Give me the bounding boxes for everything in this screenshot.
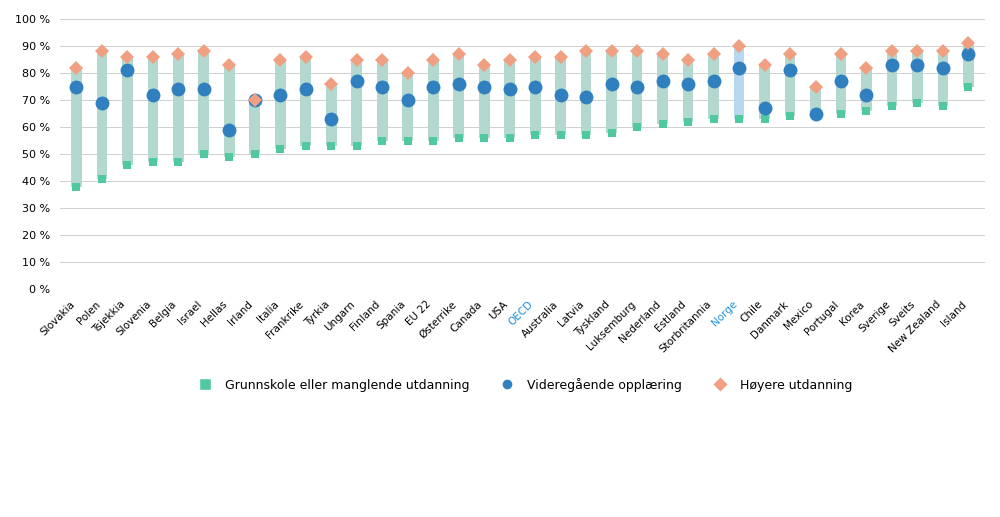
Bar: [810, 86, 821, 114]
Bar: [148, 57, 158, 162]
Bar: [453, 54, 464, 138]
Bar: [351, 59, 362, 146]
Bar: [708, 54, 719, 119]
Bar: [71, 68, 82, 187]
Bar: [683, 59, 693, 121]
Bar: [198, 52, 209, 154]
Bar: [657, 54, 668, 125]
Bar: [861, 68, 872, 111]
Bar: [530, 57, 541, 135]
Bar: [249, 100, 260, 154]
Bar: [402, 73, 413, 141]
Bar: [97, 52, 107, 178]
Bar: [555, 57, 566, 135]
Bar: [632, 52, 642, 127]
Bar: [759, 65, 770, 119]
Legend: Grunnskole eller manglende utdanning, Videregående opplæring, Høyere utdanning: Grunnskole eller manglende utdanning, Vi…: [188, 373, 857, 397]
Bar: [224, 65, 235, 157]
Bar: [912, 52, 923, 103]
Bar: [428, 59, 439, 141]
Bar: [479, 65, 490, 138]
Bar: [300, 57, 311, 146]
Bar: [606, 52, 617, 132]
Bar: [326, 84, 337, 146]
Bar: [122, 57, 133, 165]
Bar: [785, 54, 795, 116]
Bar: [173, 54, 184, 162]
Bar: [275, 59, 286, 149]
Bar: [734, 46, 744, 119]
Bar: [836, 54, 846, 114]
Bar: [504, 59, 515, 138]
Bar: [963, 43, 974, 86]
Bar: [377, 59, 388, 141]
Bar: [938, 52, 948, 105]
Bar: [581, 52, 591, 135]
Bar: [887, 52, 897, 105]
